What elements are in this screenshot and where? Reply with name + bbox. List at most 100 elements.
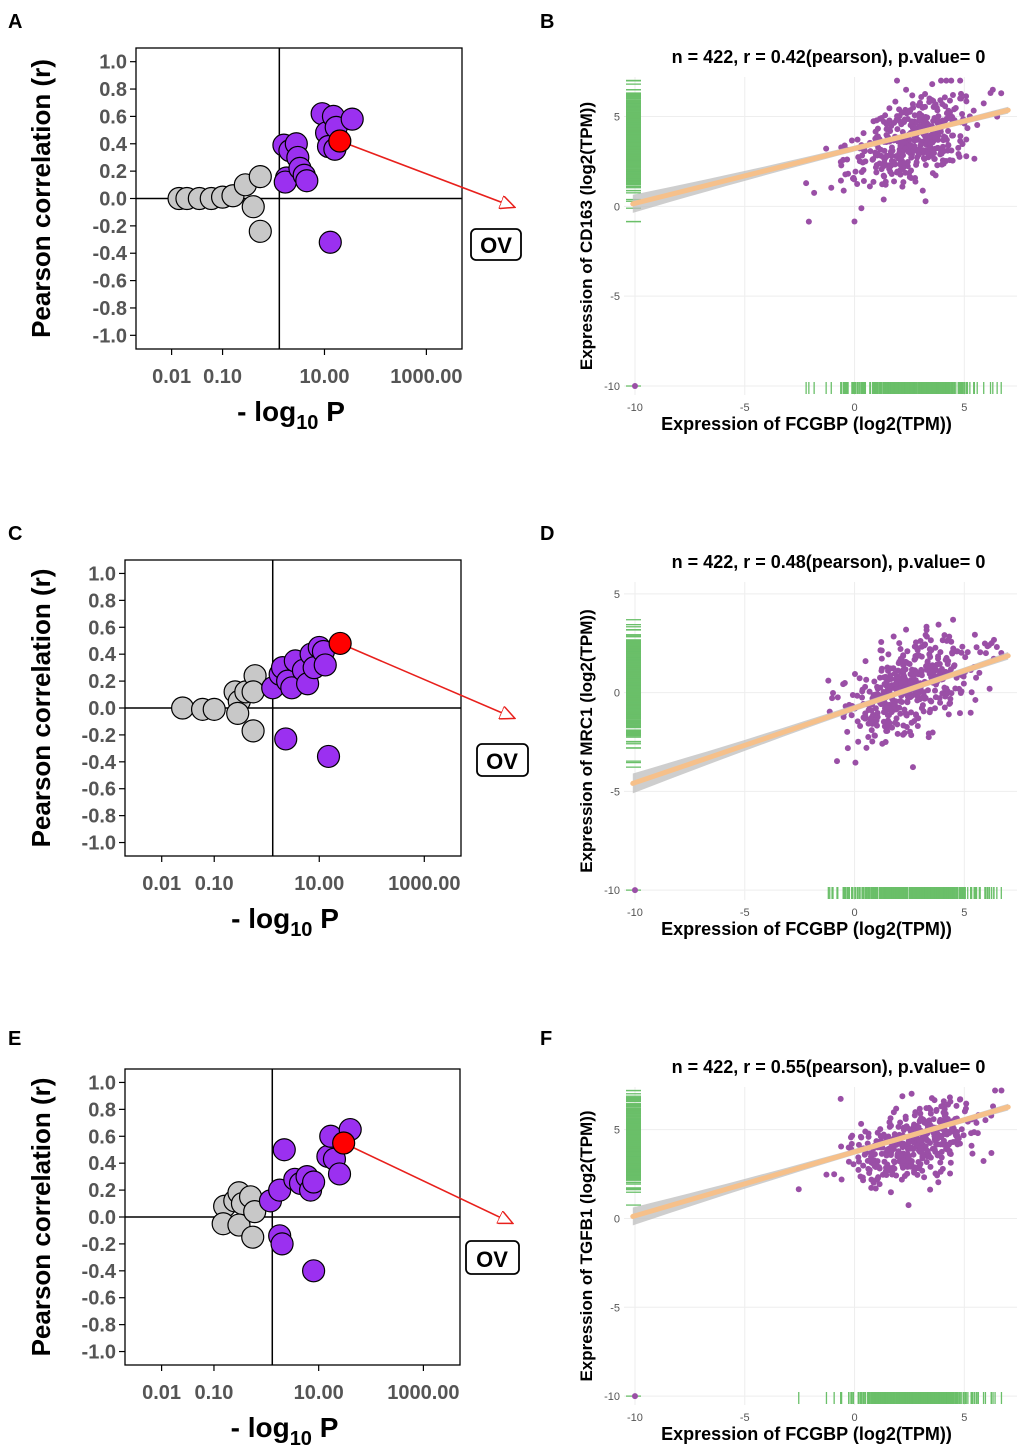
chart-a: 1.0 0.8 0.6 0.4 0.2 0.0 -0.2 -0.4 -0.6 -0.8 -1.0 0.…: [26, 47, 514, 434]
expr-f-data-point: [946, 1094, 953, 1101]
expr-d-data-point: [971, 631, 978, 638]
expr-b-y-tick-label: 0: [614, 201, 620, 213]
expr-d-data-point: [904, 659, 911, 666]
panel-label-c: C: [8, 523, 22, 545]
expr-b-data-point: [897, 151, 904, 158]
expr-b-data-point: [893, 153, 900, 160]
expr-f-data-point: [883, 1164, 890, 1171]
expr-d-data-point: [857, 722, 864, 729]
corr-e-y-tick-label: -0.2: [82, 1234, 116, 1256]
expr-b-data-point: [906, 174, 913, 181]
expr-b-data-point: [875, 144, 882, 151]
expr-b-data-point: [942, 103, 949, 110]
corr-c-y-axis-label: Pearson correlation (r): [26, 569, 56, 848]
chart-c: 1.0 0.8 0.6 0.4 0.2 0.0 -0.2 -0.4 -0.6 -0.8 -1.0 0.…: [26, 559, 514, 941]
expr-d-data-point: [918, 672, 925, 679]
expr-d-data-point: [880, 674, 887, 681]
expr-d-data-point: [862, 658, 869, 665]
expr-f-data-point: [938, 1134, 945, 1141]
expr-d-data-point: [894, 721, 901, 728]
expr-b-data-point: [888, 144, 895, 151]
expr-b-data-point: [880, 118, 887, 125]
expr-b-data-point: [912, 178, 919, 185]
expr-b-data-point: [938, 161, 945, 168]
expr-d-x-tick-label: 5: [961, 907, 967, 919]
corr-e-x-axis-label: - log10 P: [231, 1412, 339, 1450]
expr-b-data-point: [803, 180, 810, 187]
expr-d-data-point: [962, 654, 969, 661]
expr-f-data-point: [917, 1110, 924, 1117]
expr-b-data-point: [874, 125, 881, 132]
expr-d-data-point: [952, 685, 959, 692]
expr-b-data-point: [881, 173, 888, 180]
corr-a-y-tick-label: 0.8: [99, 79, 127, 101]
expr-d-data-point: [924, 658, 931, 665]
corr-c-y-tick-label: 0.0: [88, 698, 116, 720]
expr-f-data-point: [931, 1133, 938, 1140]
expr-d-data-point: [977, 649, 984, 656]
corr-e-y-tick-label: 1.0: [88, 1072, 116, 1094]
expr-b-data-point: [886, 117, 893, 124]
expr-b-data-point: [854, 180, 861, 187]
expr-b-data-point: [949, 157, 956, 164]
expr-b-data-point: [842, 171, 849, 178]
expr-b-data-point: [922, 103, 929, 110]
expr-f-data-point: [872, 1185, 879, 1192]
expr-b-data-point: [971, 155, 978, 162]
expr-d-data-point: [885, 651, 892, 658]
expr-d-data-point: [946, 633, 953, 640]
expr-b-data-point: [851, 218, 858, 225]
expr-f-y-tick-label: -10: [604, 1391, 620, 1403]
callout-ov-e-text: OV: [476, 1247, 508, 1272]
expr-f-data-point: [992, 1087, 999, 1094]
expr-f-y-tick-label: 0: [614, 1213, 620, 1225]
expr-f-data-point: [940, 1098, 947, 1105]
corr-a-x-axis-label: - log10 P: [237, 396, 345, 434]
expr-f-y-tick-label: 5: [614, 1125, 620, 1137]
corr-a-y-tick-label: -1.0: [93, 325, 127, 347]
corr-c-gray-point: [241, 719, 265, 743]
expr-d-data-point: [912, 639, 919, 646]
corr-e-y-tick-label: 0.4: [88, 1153, 117, 1175]
expr-d-data-point: [859, 694, 866, 701]
expr-f-data-point: [934, 1152, 941, 1159]
expr-d-data-point: [874, 710, 881, 717]
expr-b-data-point: [941, 94, 948, 101]
expr-f-data-point: [937, 1141, 944, 1148]
expr-f-data-point: [860, 1162, 867, 1169]
corr-a-y-tick-label: -0.8: [93, 298, 127, 320]
expr-d-data-point: [976, 669, 983, 676]
corr-c-gray-point: [202, 697, 226, 721]
expr-f-data-point: [838, 1143, 845, 1150]
expr-b-data-point: [862, 158, 869, 165]
expr-d-data-point: [854, 718, 861, 725]
corr-e-x-tick-label: 0.10: [194, 1382, 233, 1404]
expr-d-data-point: [834, 758, 841, 765]
expr-d-x-tick-label: -5: [740, 907, 750, 919]
expr-d-data-point: [939, 637, 946, 644]
expr-f-data-point: [947, 1159, 954, 1166]
expr-b-data-point: [963, 93, 970, 100]
expr-b-data-point: [959, 110, 966, 117]
expr-b-data-point: [900, 179, 907, 186]
corr-c-y-tick-label: -0.8: [82, 806, 116, 828]
expr-f-outlier-point: [631, 1393, 638, 1400]
corr-c-highlight-arrow: [339, 642, 514, 718]
expr-b-data-point: [866, 183, 873, 190]
chart-b: n = 422, r = 0.42(pearson), p.value= 0 -1…: [577, 47, 1017, 434]
expr-f-data-point: [858, 1120, 865, 1127]
expr-b-data-point: [850, 174, 857, 181]
corr-a-y-tick-label: -0.2: [93, 216, 127, 238]
expr-b-data-point: [913, 159, 920, 166]
expr-d-data-point: [914, 723, 921, 730]
expr-f-x-tick-label: 5: [961, 1412, 967, 1424]
chart-e: 1.0 0.8 0.6 0.4 0.2 0.0 -0.2 -0.4 -0.6 -0.8 -1.0 0.…: [26, 1068, 512, 1450]
expr-d-data-point: [862, 683, 869, 690]
expr-f-data-point: [849, 1132, 856, 1139]
expr-f-data-point: [912, 1109, 919, 1116]
expr-d-y-tick-label: 5: [614, 589, 620, 601]
expr-f-data-point: [904, 1170, 911, 1177]
expr-f-data-point: [873, 1161, 880, 1168]
corr-c-purple-point: [274, 727, 298, 751]
expr-f-data-point: [899, 1093, 906, 1100]
